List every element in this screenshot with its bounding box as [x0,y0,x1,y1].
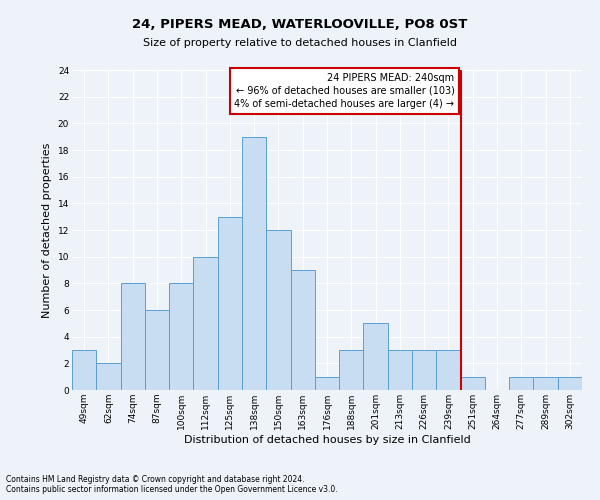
Bar [558,376,582,390]
Bar [533,376,558,390]
Bar [193,256,218,390]
Bar [315,376,339,390]
Bar [145,310,169,390]
Bar [388,350,412,390]
Text: Contains public sector information licensed under the Open Government Licence v3: Contains public sector information licen… [6,485,338,494]
Bar [121,284,145,390]
Text: Size of property relative to detached houses in Clanfield: Size of property relative to detached ho… [143,38,457,48]
Bar [72,350,96,390]
Text: 24 PIPERS MEAD: 240sqm
← 96% of detached houses are smaller (103)
4% of semi-det: 24 PIPERS MEAD: 240sqm ← 96% of detached… [235,72,455,109]
Bar [461,376,485,390]
Bar [96,364,121,390]
Bar [169,284,193,390]
Bar [242,136,266,390]
Bar [266,230,290,390]
Bar [290,270,315,390]
Bar [509,376,533,390]
Y-axis label: Number of detached properties: Number of detached properties [42,142,52,318]
Bar [436,350,461,390]
X-axis label: Distribution of detached houses by size in Clanfield: Distribution of detached houses by size … [184,434,470,444]
Text: 24, PIPERS MEAD, WATERLOOVILLE, PO8 0ST: 24, PIPERS MEAD, WATERLOOVILLE, PO8 0ST [133,18,467,30]
Bar [412,350,436,390]
Text: Contains HM Land Registry data © Crown copyright and database right 2024.: Contains HM Land Registry data © Crown c… [6,475,305,484]
Bar [364,324,388,390]
Bar [218,216,242,390]
Bar [339,350,364,390]
